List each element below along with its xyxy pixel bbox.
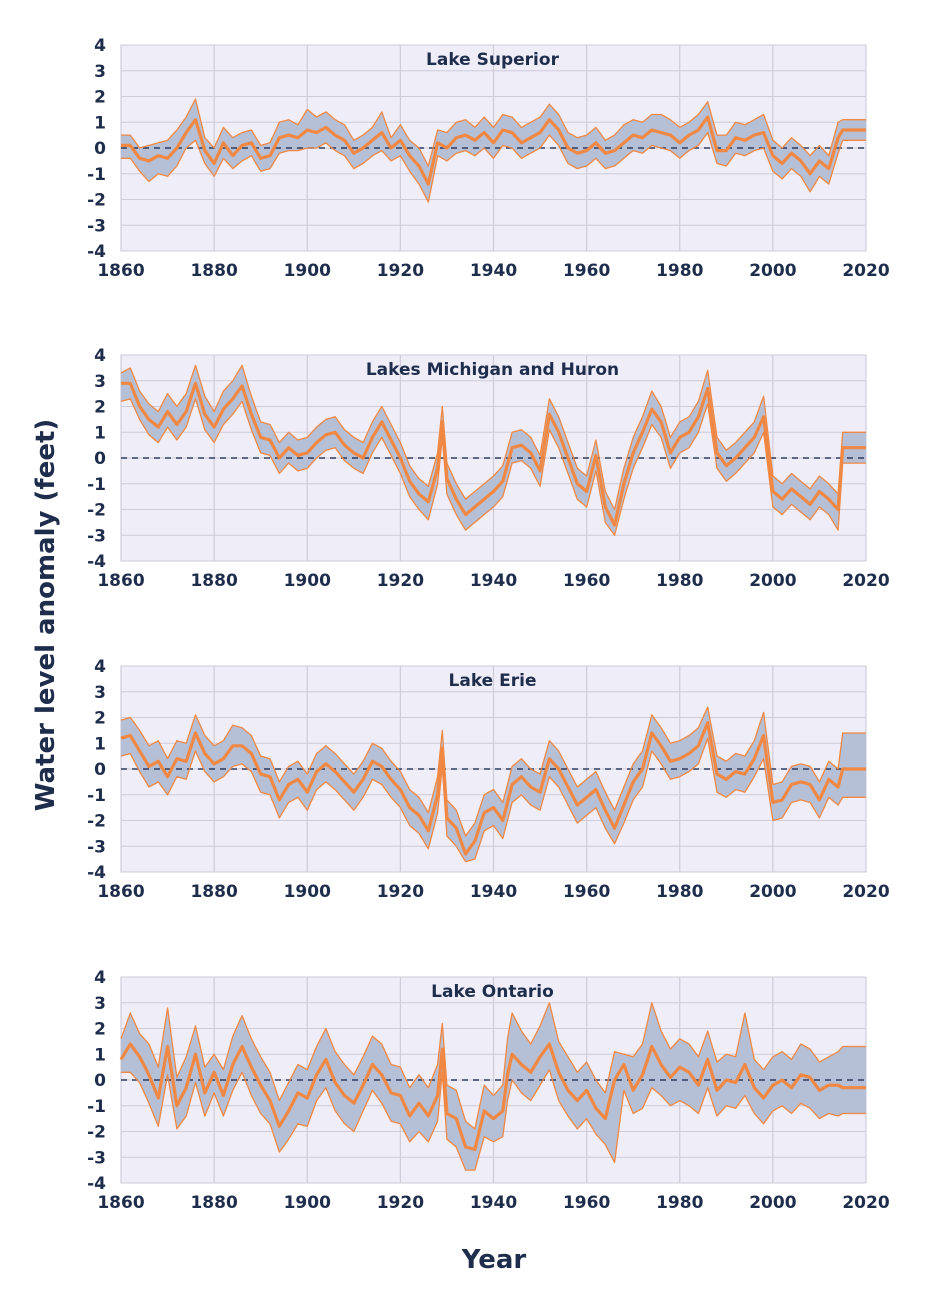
x-tick-label: 1920 (377, 882, 424, 902)
x-tick-label: 2020 (842, 571, 889, 591)
lower-bound-line (121, 131, 866, 203)
x-tick-label: 1900 (284, 571, 331, 591)
y-tick-label: 3 (94, 683, 106, 703)
y-tick-label: 4 (94, 657, 106, 677)
x-tick-label: 1920 (377, 1193, 424, 1213)
x-tick-label: 1860 (97, 261, 144, 281)
y-tick-label: 0 (94, 449, 106, 469)
uncertainty-band (121, 707, 866, 862)
y-tick-label: -1 (87, 786, 106, 806)
panel-title: Lakes Michigan and Huron (366, 360, 619, 380)
x-tick-label: 1900 (284, 882, 331, 902)
mean-water-level-line (119, 1042, 866, 1152)
x-tick-label: 1900 (284, 1193, 331, 1213)
y-tick-label: 4 (94, 36, 106, 56)
x-tick-label: 1960 (563, 571, 610, 591)
lower-bound-line (120, 398, 866, 536)
y-tick-label: 2 (94, 398, 106, 418)
y-tick-label: -1 (87, 165, 106, 185)
upper-bound-line (121, 98, 866, 167)
upper-bound-line (120, 706, 866, 837)
x-tick-label: 1940 (470, 261, 517, 281)
x-tick-label: 2000 (749, 261, 796, 281)
x-tick-label: 1940 (470, 1193, 517, 1213)
x-tick-label: 1960 (563, 882, 610, 902)
x-tick-label: 1980 (656, 1193, 703, 1213)
x-tick-label: 2020 (842, 882, 889, 902)
y-tick-label: 3 (94, 62, 106, 82)
x-tick-label: 2000 (749, 882, 796, 902)
y-tick-label: -4 (87, 863, 106, 883)
y-tick-label: -2 (87, 812, 106, 832)
panel-title: Lake Superior (426, 50, 560, 70)
upper-bound-line (120, 1002, 866, 1130)
x-tick-label: 1980 (656, 882, 703, 902)
y-tick-label: -4 (87, 242, 106, 262)
y-tick-label: -1 (87, 475, 106, 495)
y-tick-label: -4 (87, 552, 106, 572)
uncertainty-band (121, 99, 866, 203)
lower-bound-line (121, 1069, 866, 1171)
y-tick-label: 4 (94, 968, 106, 988)
y-tick-label: -3 (87, 526, 106, 546)
x-tick-label: 2000 (749, 1193, 796, 1213)
x-tick-label: 1880 (190, 882, 237, 902)
x-tick-label: 1940 (470, 571, 517, 591)
x-tick-label: 1920 (377, 571, 424, 591)
y-tick-label: 2 (94, 88, 106, 108)
x-tick-label: 1900 (284, 261, 331, 281)
y-tick-label: 4 (94, 346, 106, 366)
x-tick-label: 1860 (97, 882, 144, 902)
y-tick-label: -2 (87, 191, 106, 211)
uncertainty-band (121, 1002, 866, 1171)
y-tick-label: 1 (94, 423, 106, 443)
lower-bound-line (120, 737, 866, 863)
x-tick-label: 1980 (656, 571, 703, 591)
panel-title: Lake Ontario (431, 982, 554, 1002)
x-tick-label: 1920 (377, 261, 424, 281)
y-tick-label: -2 (87, 501, 106, 521)
x-axis-label: Year (461, 1245, 527, 1275)
x-tick-label: 1860 (97, 1193, 144, 1213)
y-tick-label: 1 (94, 113, 106, 133)
x-tick-label: 1880 (190, 571, 237, 591)
y-tick-label: 0 (94, 760, 106, 780)
upper-bound-line (120, 364, 866, 511)
x-tick-label: 1860 (97, 571, 144, 591)
y-tick-label: -1 (87, 1097, 106, 1117)
x-tick-label: 1960 (563, 261, 610, 281)
y-tick-label: 0 (94, 139, 106, 159)
x-tick-label: 2020 (842, 261, 889, 281)
x-tick-label: 1880 (190, 1193, 237, 1213)
x-tick-label: 1980 (656, 261, 703, 281)
y-tick-label: 3 (94, 994, 106, 1014)
mean-water-level-line (120, 720, 866, 856)
x-tick-label: 2020 (842, 1193, 889, 1213)
x-tick-label: 1880 (190, 261, 237, 281)
y-tick-label: -3 (87, 837, 106, 857)
mean-water-level-line (121, 115, 866, 186)
y-tick-label: -2 (87, 1123, 106, 1143)
y-tick-label: 2 (94, 709, 106, 729)
y-tick-label: 2 (94, 1020, 106, 1040)
y-tick-label: -4 (87, 1174, 106, 1194)
panel-title: Lake Erie (449, 671, 537, 691)
y-tick-label: 0 (94, 1071, 106, 1091)
y-tick-label: 1 (94, 1045, 106, 1065)
y-tick-label: 1 (94, 734, 106, 754)
x-tick-label: 2000 (749, 571, 796, 591)
y-tick-label: -3 (87, 216, 106, 236)
mean-water-level-line (121, 381, 866, 527)
x-tick-label: 1960 (563, 1193, 610, 1213)
y-tick-label: -3 (87, 1148, 106, 1168)
y-tick-label: 3 (94, 372, 106, 392)
chart-panel-2: Lakes Michigan and Huron 4 3 2 1 0 -1 -2 -3 -4186… (87, 346, 890, 591)
y-axis-label: Water level anomaly (feet) (31, 419, 61, 812)
x-tick-label: 1940 (470, 882, 517, 902)
